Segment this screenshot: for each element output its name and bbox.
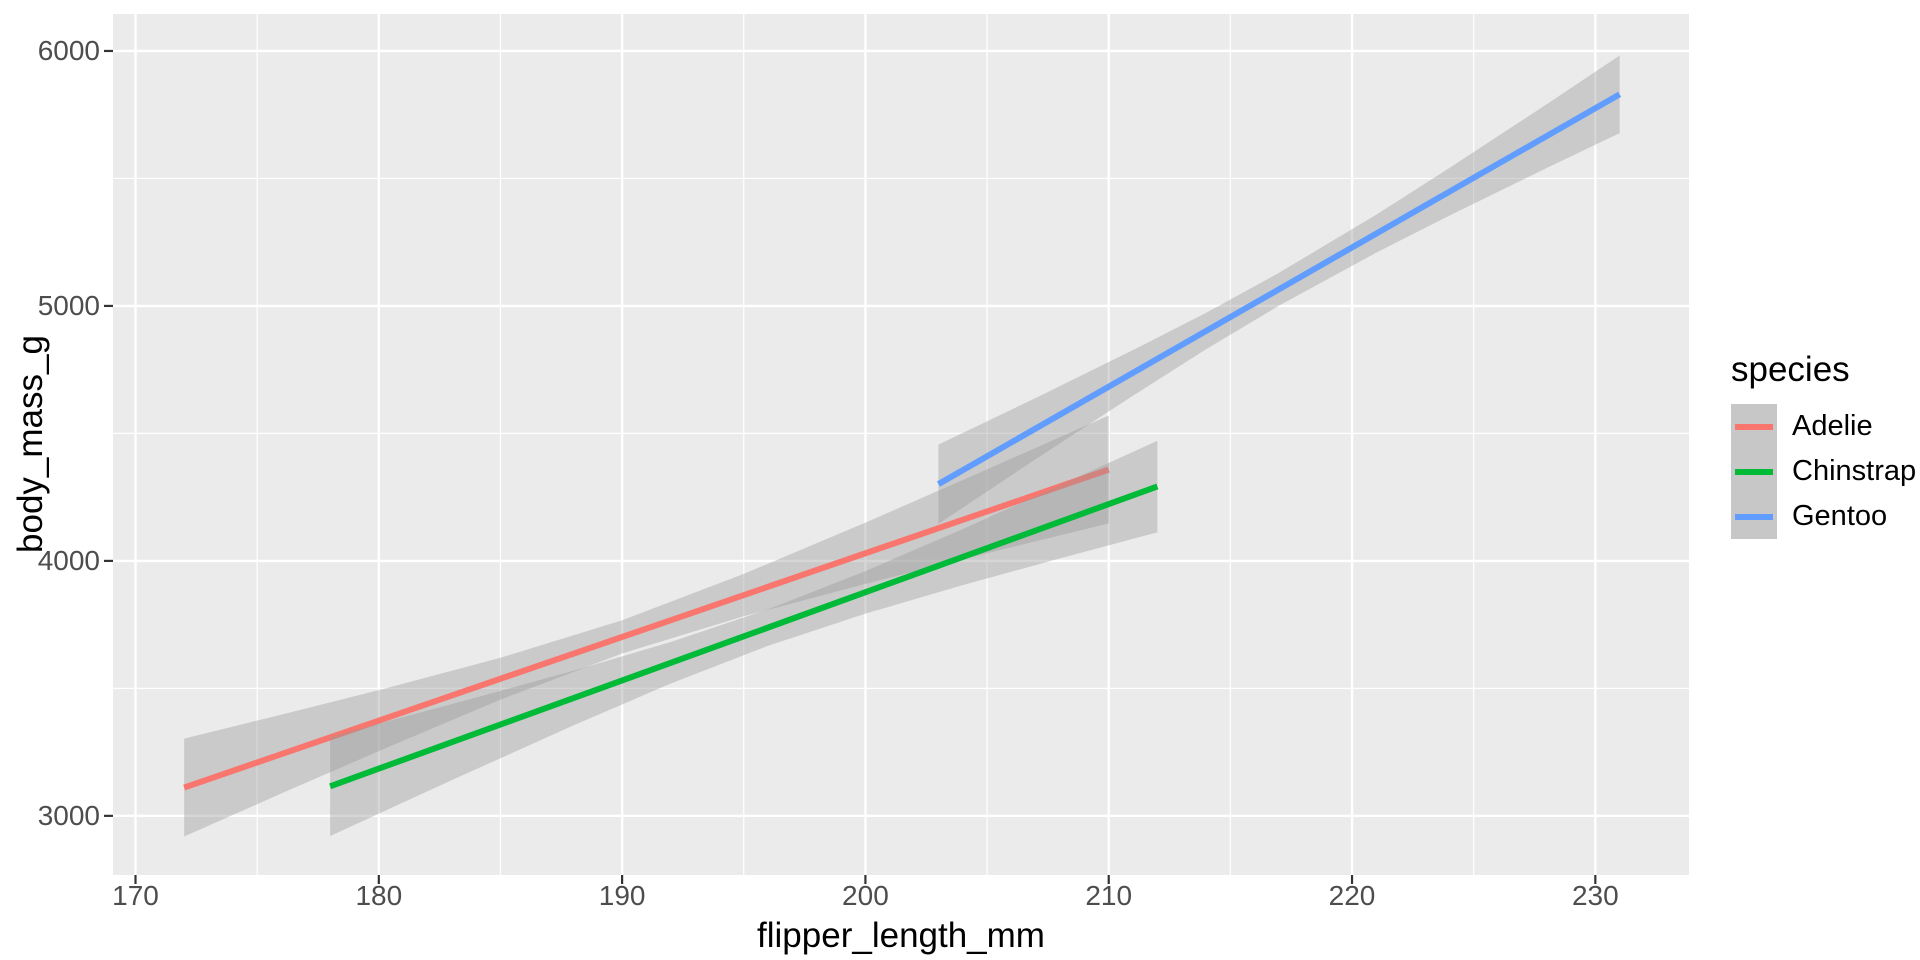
legend-label: Gentoo: [1792, 500, 1888, 532]
regression-line-chinstrap: [329, 483, 1159, 790]
legend-label: Adelie: [1792, 410, 1873, 442]
legend-key-box: [1731, 494, 1777, 539]
legend-title: species: [1731, 350, 1850, 389]
regression-line-gentoo: [936, 91, 1622, 487]
legend-entry-adelie: Adelie: [1731, 404, 1916, 449]
legend-line-swatch: [1735, 513, 1773, 520]
regression-line-adelie: [183, 466, 1110, 791]
legend-entry-chinstrap: Chinstrap: [1731, 449, 1916, 494]
legend-line-swatch: [1735, 423, 1773, 430]
legend-label: Chinstrap: [1792, 455, 1917, 487]
legend-line-swatch: [1735, 468, 1773, 475]
legend-keys: Adelie Chinstrap Gentoo: [1731, 404, 1916, 539]
legend-entry-gentoo: Gentoo: [1731, 494, 1916, 539]
legend: species Adelie Chinstrap Gentoo: [1731, 350, 1916, 539]
smooth-layer: [183, 55, 1622, 837]
plot-panel: [113, 14, 1689, 875]
legend-key-box: [1731, 449, 1777, 494]
legend-key-box: [1731, 404, 1777, 449]
